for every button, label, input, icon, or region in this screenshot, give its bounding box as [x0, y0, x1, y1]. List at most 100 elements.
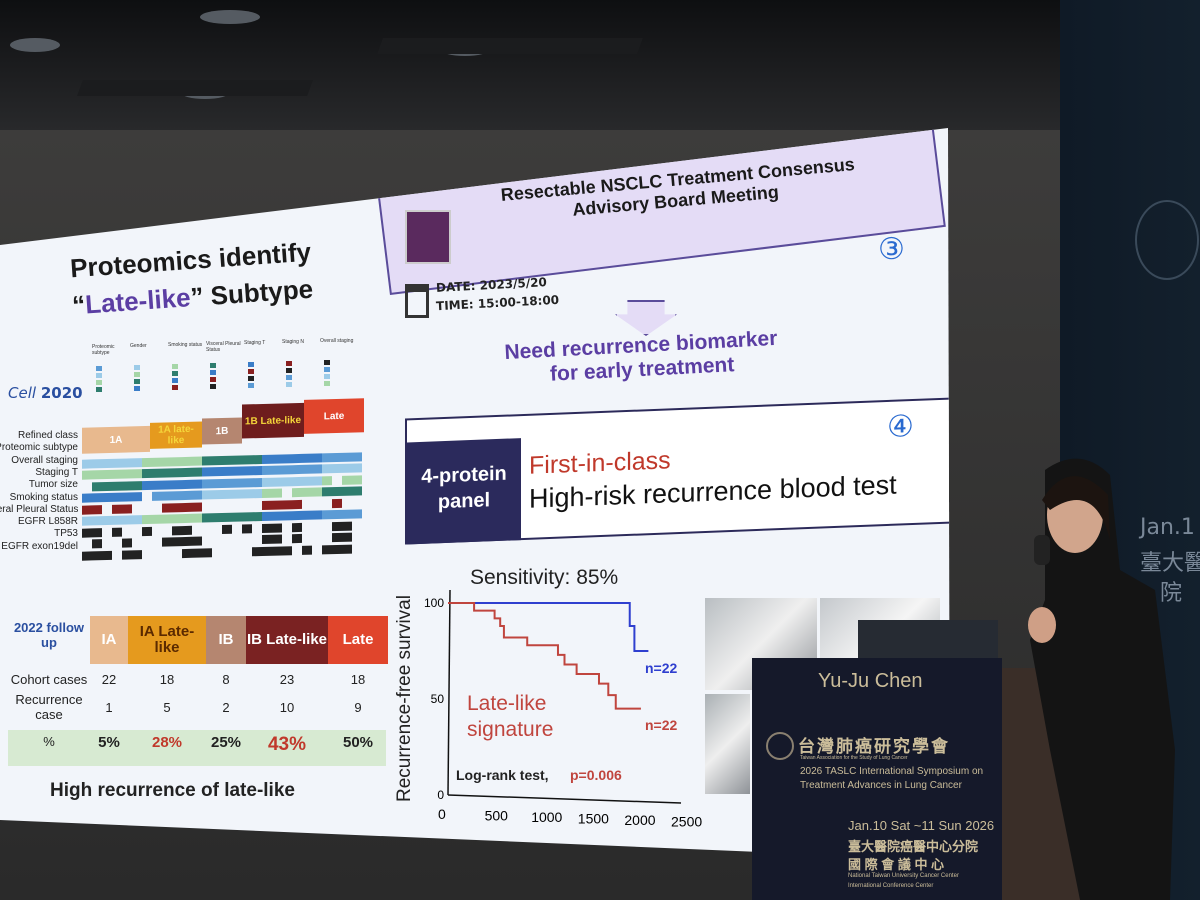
heatmap-cell	[292, 453, 302, 463]
annotation-label: Late-like	[467, 692, 546, 715]
heatmap-cell	[162, 456, 172, 467]
heatmap-cell	[172, 525, 182, 535]
heatmap-cell	[182, 490, 192, 501]
heatmap-cell	[222, 455, 232, 465]
heatmap-cell	[132, 457, 142, 467]
heatmap-cell	[272, 453, 282, 464]
heatmap-cell	[172, 514, 182, 524]
heatmap-cell	[332, 452, 342, 462]
year: 2020	[40, 384, 83, 402]
venue-en: International Conference Center	[848, 883, 934, 889]
subtitle-rest: ” Subtype	[189, 273, 315, 313]
table-cell: 1	[105, 700, 113, 715]
heatmap-cell	[252, 454, 262, 464]
legend-title: Staging N	[282, 339, 304, 345]
heatmap-cell	[152, 514, 162, 524]
heatmap-cell	[242, 477, 252, 488]
heatmap-cell	[202, 502, 212, 511]
legend-swatch	[324, 360, 330, 365]
heatmap-cell	[302, 499, 312, 508]
step-3-badge: ③	[878, 232, 905, 267]
heatmap-cell	[282, 511, 292, 521]
heatmap-cell	[92, 493, 102, 503]
heatmap-cell	[262, 511, 272, 521]
heatmap-cell	[332, 509, 342, 520]
heatmap-cell	[212, 478, 222, 488]
p-value: p=0.006	[570, 767, 622, 783]
table-cell: 5%	[98, 734, 120, 751]
series-n-label: n=22	[645, 660, 678, 676]
heatmap-row-label: EGFR exon19del	[1, 540, 78, 552]
conclusion-text: High recurrence of late-like	[50, 780, 295, 801]
table-header: IB	[206, 616, 246, 664]
heatmap-cell	[292, 499, 302, 509]
table-cell: 28%	[151, 734, 183, 751]
legend-swatch	[210, 377, 216, 382]
legend-swatch	[96, 373, 102, 378]
x-tick-label: 2500	[671, 814, 702, 830]
panel-box: 4-protein panel First-in-class High-risk …	[405, 397, 950, 545]
heatmap-legend: Proteomic subtype Gender Smoking status Vis…	[92, 338, 362, 404]
percent-row-bg	[8, 730, 386, 766]
annotation-label: signature	[467, 718, 553, 741]
legend-swatch	[134, 386, 140, 391]
legend-title: Gender	[130, 343, 147, 349]
first-in-class-text: First-in-class	[529, 446, 671, 480]
x-axis	[447, 794, 682, 804]
heatmap-cell	[322, 452, 332, 462]
heatmap-cell	[242, 466, 252, 476]
heatmap-cell	[82, 550, 92, 561]
panel-line: panel	[437, 489, 491, 514]
heatmap-cell	[232, 512, 242, 522]
heatmap-cell	[142, 526, 152, 536]
y-axis	[447, 589, 451, 796]
heatmap-cell	[342, 475, 352, 485]
legend-swatch	[286, 382, 292, 387]
heatmap-cell	[292, 533, 302, 544]
table-header: IB Late-like	[246, 616, 328, 664]
heatmap-cell	[252, 465, 262, 476]
heatmap-cell	[122, 457, 132, 468]
heatmap-cell	[312, 475, 322, 486]
meeting-time: TIME: 15:00-18:00	[435, 292, 560, 314]
heatmap-row-label: TP53	[54, 528, 78, 540]
speaker-person	[1028, 458, 1175, 900]
heatmap-cell	[132, 515, 142, 525]
heatmap-cell	[222, 466, 232, 477]
heatmap-row-label: Visceral Pleural Status	[0, 503, 79, 515]
heatmap-cell	[352, 463, 362, 473]
heatmap-cell	[82, 504, 92, 515]
legend-swatch	[96, 366, 102, 371]
legend-swatch	[248, 376, 254, 381]
banner-text: 臺大醫	[1140, 551, 1200, 576]
heatmap-cell	[312, 487, 322, 497]
heatmap-cell	[332, 486, 342, 497]
event-name: Treatment Advances in Lung Cancer	[800, 780, 962, 791]
heatmap-cell	[182, 525, 192, 535]
heatmap-cell	[282, 465, 292, 475]
survival-curve	[448, 602, 649, 652]
series-n-label: n=22	[645, 717, 678, 733]
heatmap-cell	[192, 513, 202, 523]
heatmap-cell	[252, 511, 262, 522]
ceiling-vent	[77, 80, 313, 96]
heatmap-cell	[342, 509, 352, 519]
heatmap-cell	[172, 502, 182, 512]
heatmap-cell	[132, 492, 142, 502]
table-cell: 9	[354, 700, 362, 715]
survival-curve	[448, 602, 641, 710]
org-name-en: Taiwan Association for the Study of Lung…	[800, 755, 908, 761]
banner-text: Jan.1	[1140, 515, 1195, 540]
heatmap-cell	[162, 491, 172, 501]
heatmap-cell	[272, 488, 282, 498]
heatmap-cell	[102, 481, 112, 491]
heatmap-cell	[232, 478, 242, 488]
legend-swatch	[248, 383, 254, 388]
legend-title: Visceral Pleural Status	[206, 341, 241, 353]
heatmap-cell	[342, 486, 352, 496]
table-header: Late	[328, 616, 388, 664]
heatmap-cell	[282, 499, 292, 509]
heatmap-cell	[242, 512, 252, 522]
step-4-badge: ④	[887, 408, 914, 446]
heatmap-cell	[182, 536, 192, 547]
